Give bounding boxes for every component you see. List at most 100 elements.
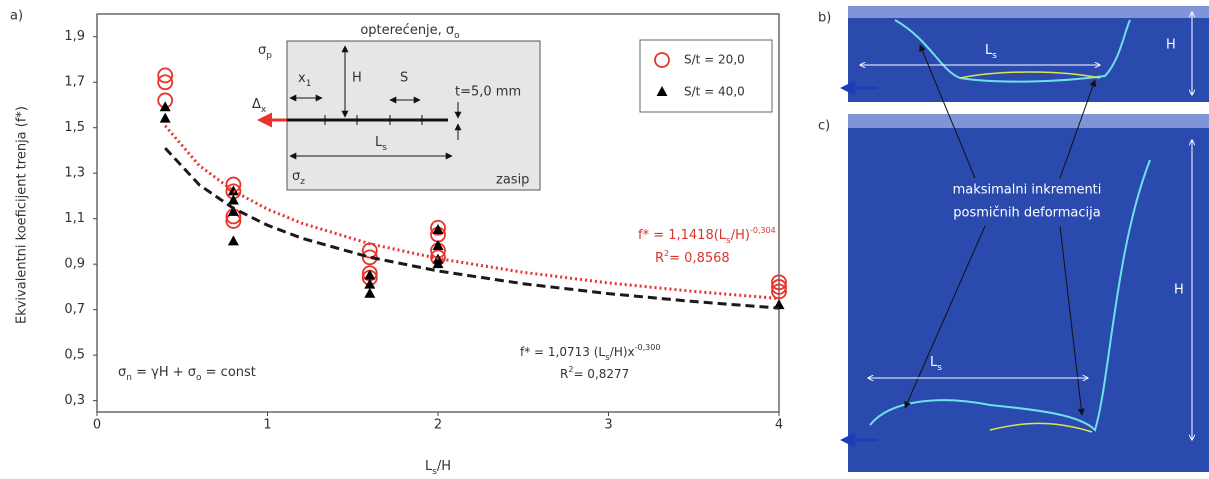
marker-circle	[157, 67, 174, 84]
marker-triangle	[364, 287, 376, 298]
marker-triangle	[432, 224, 444, 235]
text-part: s	[726, 236, 731, 246]
marker-circle	[771, 279, 787, 295]
image-text: H	[1174, 283, 1184, 298]
marker-circle	[771, 274, 787, 291]
text-part: f* = 1,0713 (L	[520, 345, 605, 359]
marker-triangle	[432, 239, 444, 250]
text-part: o	[454, 31, 460, 41]
text-part: /H)x	[610, 345, 635, 359]
text-part: s	[937, 363, 942, 373]
text-part: L	[930, 355, 938, 370]
inset-text: t=5,0 mm	[455, 85, 521, 100]
panel-label: a)	[10, 9, 23, 24]
y-tick-label: 1,9	[64, 29, 85, 44]
marker-circle	[157, 74, 174, 91]
text-part: L	[375, 135, 383, 150]
marker-triangle	[364, 278, 376, 289]
text-part: x	[298, 71, 306, 86]
image-text: posmičnih deformacija	[953, 206, 1101, 221]
text-part: = 0,8277	[573, 367, 629, 381]
text-part: s	[382, 143, 387, 153]
y-tick-label: 0,5	[64, 348, 85, 363]
marker-triangle	[159, 112, 171, 123]
inset-text: Δx	[252, 97, 267, 115]
x-tick-label: 3	[604, 418, 612, 433]
text-part: = γH + σ	[132, 365, 196, 380]
text-part: p	[266, 51, 272, 61]
image-text: Ls	[930, 355, 942, 373]
text-part: z	[300, 177, 305, 187]
marker-triangle	[159, 101, 171, 112]
text-part: = const	[202, 365, 256, 380]
legend-marker	[654, 52, 670, 68]
text-part: /H	[437, 459, 451, 474]
inset-text: opterećenje, σo	[360, 23, 460, 41]
text-part: 2	[664, 249, 669, 258]
text-part: o	[196, 373, 202, 383]
marker-circle	[430, 219, 446, 236]
text-part: Δ	[252, 97, 261, 112]
text-part: s	[992, 51, 997, 61]
marker-triangle	[432, 258, 444, 269]
marker-triangle	[227, 205, 239, 216]
text-part: -0,304	[750, 226, 776, 235]
inset-text: x1	[298, 71, 311, 89]
fit-r2: R2= 0,8568	[655, 249, 730, 266]
text-part: R	[560, 367, 568, 381]
panel-label: b)	[818, 11, 831, 26]
x-tick-label: 0	[93, 418, 101, 433]
inset-text: S	[400, 71, 408, 86]
text-part: s	[432, 467, 437, 477]
text-part: σ	[292, 169, 300, 184]
marker-triangle	[227, 194, 239, 205]
fit-curve	[164, 147, 780, 310]
text-part: 1	[306, 79, 312, 89]
text-part: f* = 1,1418(L	[638, 228, 727, 243]
inset-diagram: opterećenje, σo σp x1 H S t=5,0 mm Δx Ls…	[252, 23, 541, 191]
inset-text: H	[352, 71, 362, 86]
y-tick-label: 1,1	[64, 211, 85, 226]
text-part: = 0,8568	[669, 251, 730, 266]
legend-label: S/t = 40,0	[684, 85, 745, 99]
legend-marker	[656, 86, 668, 96]
inset-text: zasip	[496, 173, 529, 188]
y-tick-label: 1,5	[64, 120, 85, 135]
marker-circle	[771, 283, 787, 300]
x-axis-title: Ls/H	[425, 459, 451, 477]
text-part: n	[126, 373, 132, 383]
x-tick-label: 4	[775, 418, 783, 433]
marker-triangle	[364, 269, 376, 280]
text-part: 2	[568, 365, 573, 374]
x-tick-label: 2	[434, 418, 442, 433]
y-tick-label: 0,3	[64, 393, 85, 408]
y-tick-label: 1,7	[64, 75, 85, 90]
text-part: σ	[258, 43, 266, 58]
text-part: L	[425, 459, 433, 474]
y-tick-label: 0,7	[64, 302, 85, 317]
marker-triangle	[227, 185, 239, 196]
marker-triangle	[227, 235, 239, 246]
text-part: -0,300	[635, 343, 661, 352]
legend-label: S/t = 20,0	[684, 53, 745, 67]
fit-equation: f* = 1,0713 (Ls/H)x-0,300	[520, 343, 660, 363]
text-part: x	[261, 105, 267, 115]
text-part: s	[605, 353, 610, 363]
y-tick-label: 0,9	[64, 257, 85, 272]
fit-r2: R2= 0,8277	[560, 365, 629, 381]
inset-text: σp	[258, 43, 272, 61]
image-text: H	[1166, 38, 1176, 53]
text-part: R	[655, 251, 664, 266]
text-part: σ	[118, 365, 126, 380]
fit-equation: f* = 1,1418(Ls/H)-0,304	[638, 226, 776, 246]
fit-curve	[164, 124, 780, 300]
x-tick-label: 1	[263, 418, 271, 433]
text-part: L	[985, 43, 993, 58]
inset-text: Ls	[375, 135, 387, 153]
text-part: opterećenje, σ	[360, 23, 454, 38]
stress-note: σn = γH + σo = const	[118, 365, 256, 383]
image-c: c) maksimalni inkrementi posmičnih defor…	[818, 44, 1209, 472]
panel-label: c)	[818, 119, 830, 134]
image-text: maksimalni inkrementi	[953, 183, 1102, 198]
y-axis-title: Ekvivalentni koeficijent trenja (f*)	[15, 106, 30, 324]
